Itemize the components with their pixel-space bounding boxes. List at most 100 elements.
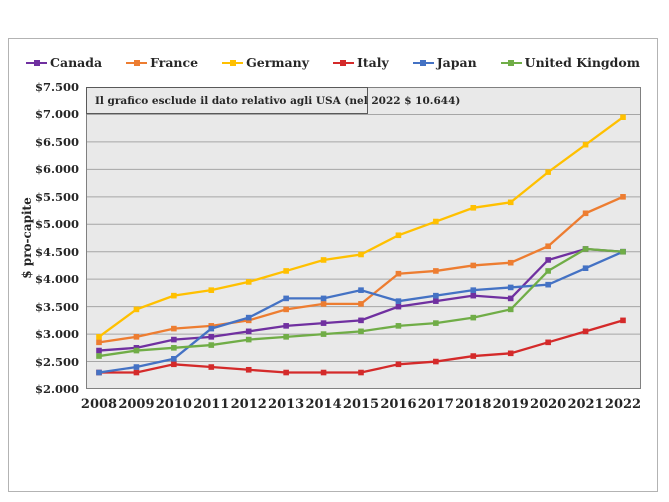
data-point-marker [283, 323, 289, 329]
data-point-marker [320, 257, 327, 263]
x-tick-label: 2018 [455, 397, 492, 412]
data-point-marker [96, 347, 102, 354]
data-point-marker [208, 325, 215, 332]
legend-label: Canada [50, 54, 103, 70]
series-markers-germany [96, 114, 626, 340]
data-point-marker [171, 336, 177, 343]
x-tick-label: 2016 [380, 397, 417, 412]
data-point-marker [96, 334, 102, 340]
data-point-marker [470, 353, 477, 359]
data-point-marker [320, 369, 327, 376]
data-point-marker [395, 323, 402, 329]
data-point-marker [395, 232, 402, 239]
y-tick-label: $6.000 [34, 162, 79, 177]
y-tick-label: $2.500 [34, 354, 79, 369]
x-tick-label: 2014 [305, 397, 342, 412]
data-point-marker [507, 199, 514, 206]
data-point-marker [470, 287, 477, 293]
data-point-marker [245, 279, 252, 285]
data-point-marker [470, 205, 477, 211]
data-point-marker [507, 259, 514, 266]
data-point-marker [433, 298, 439, 304]
data-point-marker [133, 364, 140, 370]
data-point-marker [545, 169, 551, 175]
legend-label: United Kingdom [524, 54, 640, 70]
data-point-marker [433, 268, 439, 274]
data-point-marker [395, 298, 402, 304]
data-point-marker [507, 295, 514, 302]
x-tick-label: 2020 [530, 397, 567, 412]
y-tick-label: $4.500 [34, 244, 79, 259]
data-point-marker [96, 369, 102, 376]
data-point-marker [245, 314, 252, 321]
legend-item-canada: Canada [26, 54, 103, 70]
data-point-marker [620, 317, 626, 324]
chart-legend: Canada France Germany Italy Japan United King… [9, 54, 657, 72]
data-point-marker [171, 345, 177, 351]
x-tick-label: 2015 [342, 397, 380, 412]
legend-marker-icon [332, 59, 354, 67]
usa-exclusion-note: Il grafico esclude il dato relativo agli… [86, 87, 460, 114]
x-tick-label: 2021 [567, 397, 604, 412]
data-point-marker [320, 301, 327, 307]
data-point-marker [358, 287, 364, 293]
data-point-marker [620, 248, 626, 255]
x-tick-label: 2008 [80, 397, 118, 412]
plot-area [86, 87, 641, 389]
data-point-marker [96, 339, 102, 346]
legend-item-france: France [126, 56, 198, 70]
legend-item-united-kingdom: United Kingdom [500, 54, 640, 70]
data-point-marker [470, 314, 477, 321]
data-point-marker [358, 328, 364, 335]
data-point-marker [171, 361, 177, 368]
data-point-marker [358, 301, 364, 307]
series-markers-united-kingdom [96, 246, 626, 359]
x-tick-label: 2013 [268, 397, 305, 412]
data-point-marker [171, 292, 177, 299]
data-point-marker [433, 292, 439, 299]
y-axis-title: $ pro-capite [20, 197, 34, 279]
data-point-marker [582, 328, 589, 335]
y-tick-label: $7.500 [34, 80, 79, 94]
x-tick-label: 2009 [118, 397, 155, 412]
chart-figure: Canada France Germany Italy Japan United King… [8, 38, 658, 492]
legend-marker-icon [26, 59, 48, 67]
data-point-marker [620, 114, 626, 120]
data-point-marker [395, 303, 402, 310]
data-point-marker [358, 317, 364, 324]
data-point-marker [133, 369, 140, 376]
data-point-marker [545, 268, 551, 274]
data-point-marker [582, 246, 589, 252]
legend-marker-icon [412, 59, 434, 67]
data-point-marker [320, 295, 327, 302]
y-tick-label: $5.500 [34, 189, 79, 204]
data-point-marker [507, 306, 514, 313]
data-point-marker [133, 334, 140, 340]
data-point-marker [582, 265, 589, 271]
y-tick-label: $5.000 [34, 217, 79, 232]
data-point-marker [358, 369, 364, 376]
x-tick-label: 2012 [230, 397, 267, 412]
data-point-marker [245, 336, 252, 343]
legend-marker-icon [500, 59, 522, 67]
legend-item-germany: Germany [222, 56, 309, 70]
y-tick-label: $2.000 [34, 382, 79, 396]
y-tick-label: $6.500 [34, 134, 79, 149]
data-point-marker [433, 218, 439, 225]
data-point-marker [171, 356, 177, 362]
legend-item-italy: Italy [332, 56, 389, 70]
data-point-marker [358, 251, 364, 258]
y-tick-label: $3.000 [34, 327, 79, 342]
data-point-marker [545, 243, 551, 250]
data-point-marker [245, 366, 252, 373]
data-point-marker [320, 320, 327, 326]
data-point-marker [545, 281, 551, 288]
data-point-marker [507, 350, 514, 357]
data-point-marker [133, 347, 140, 354]
x-tick-label: 2011 [193, 397, 230, 412]
y-tick-label: $7.000 [34, 107, 79, 122]
data-point-marker [507, 284, 514, 291]
data-point-marker [582, 210, 589, 217]
data-point-marker [208, 287, 215, 293]
data-point-marker [171, 325, 177, 332]
